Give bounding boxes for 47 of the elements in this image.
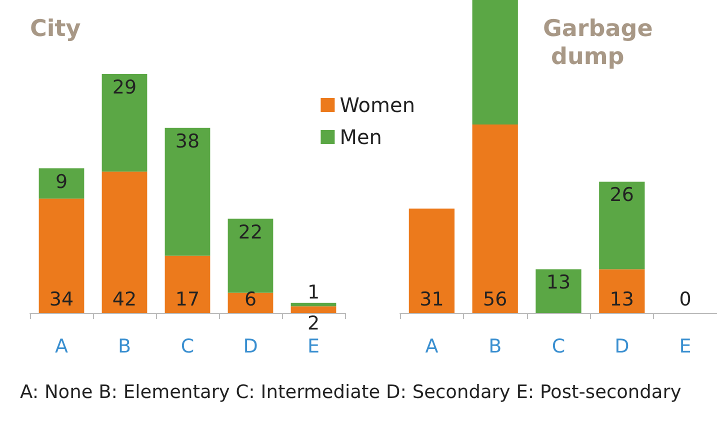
x-tick-label: C	[552, 336, 566, 358]
bar	[102, 74, 148, 172]
bar	[472, 124, 518, 313]
bar	[164, 128, 210, 256]
x-tick-label: A	[55, 336, 68, 358]
bar	[536, 269, 582, 313]
bar	[408, 208, 455, 313]
bar	[599, 269, 645, 313]
x-tick-label: B	[488, 336, 502, 358]
x-tick-label: A	[425, 336, 438, 358]
data-label: 31	[420, 288, 444, 310]
data-label: 38	[175, 130, 200, 152]
data-label: 9	[55, 170, 68, 193]
legend-label: Women	[340, 93, 416, 117]
x-tick-label: E	[679, 336, 692, 358]
text: Garbage dump	[543, 16, 653, 70]
legend-label: Men	[340, 125, 382, 149]
x-tick-label: B	[118, 336, 132, 358]
x-tick-label: D	[614, 336, 630, 358]
data-label: 13	[610, 288, 634, 310]
bar	[164, 256, 210, 313]
data-label: 34	[49, 288, 74, 310]
x-tick-label: E	[307, 336, 320, 358]
data-label: 56	[483, 288, 508, 310]
bar	[290, 306, 336, 313]
data-label: 26	[610, 184, 634, 206]
data-label: 17	[175, 288, 200, 310]
bar	[38, 198, 84, 313]
data-label: 29	[112, 76, 137, 99]
text: A: None B: Elementary C: Intermediate D: Secondary E: Post-secondary	[20, 381, 682, 405]
x-tick-label: C	[180, 336, 194, 358]
bar	[102, 172, 148, 313]
data-label: 6	[244, 288, 257, 310]
data-label: 13	[546, 272, 571, 294]
bar	[228, 292, 274, 313]
chart-title: City	[30, 16, 81, 42]
x-tick-label: D	[243, 336, 258, 358]
bar	[599, 182, 645, 270]
data-label: 2	[307, 312, 320, 334]
data-label: 42	[112, 288, 137, 310]
data-label: 0	[679, 288, 692, 310]
bar	[228, 218, 274, 293]
bar	[472, 0, 518, 125]
data-label: 22	[238, 221, 263, 244]
data-label: 1	[307, 281, 320, 304]
bar	[38, 168, 84, 199]
bar	[290, 302, 336, 306]
